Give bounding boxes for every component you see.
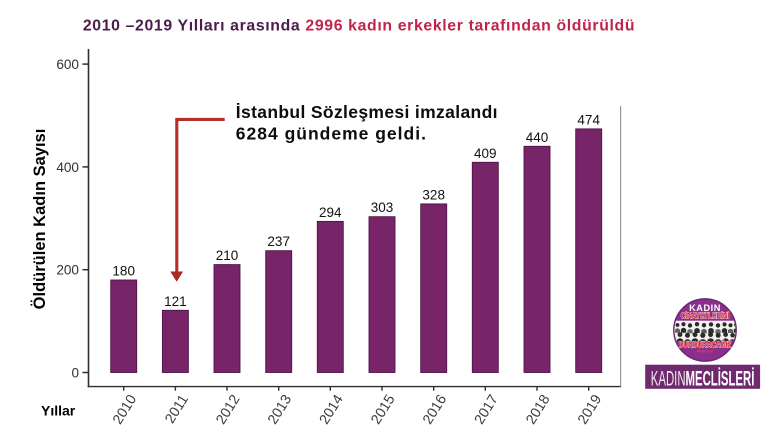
svg-text:200: 200 (56, 263, 79, 278)
svg-text:400: 400 (56, 160, 79, 175)
svg-text:0: 0 (71, 365, 79, 380)
svg-text:Öldürülen Kadın Sayısı: Öldürülen Kadın Sayısı (30, 129, 49, 310)
svg-text:180: 180 (112, 264, 135, 279)
svg-text:6284 gündeme geldi.: 6284 gündeme geldi. (236, 124, 427, 144)
svg-text:303: 303 (371, 200, 394, 215)
svg-text:KADIN: KADIN (689, 303, 721, 313)
svg-text:DURDURACAĞIZ: DURDURACAĞIZ (679, 340, 732, 350)
svg-text:KADINMECLİSLERİ: KADINMECLİSLERİ (651, 365, 755, 390)
svg-text:328: 328 (422, 187, 445, 202)
svg-text:210: 210 (216, 248, 239, 263)
svg-text:CİNAYETLERİNİ: CİNAYETLERİNİ (681, 311, 730, 321)
svg-text:121: 121 (164, 294, 187, 309)
svg-text:İstanbul Sözleşmesi imzalandı: İstanbul Sözleşmesi imzalandı (236, 102, 498, 122)
svg-text:600: 600 (56, 57, 79, 72)
svg-text:474: 474 (577, 112, 600, 127)
svg-text:409: 409 (474, 146, 497, 161)
svg-text:294: 294 (319, 205, 342, 220)
svg-text:Platformu: Platformu (697, 349, 713, 353)
svg-text:440: 440 (526, 130, 549, 145)
svg-text:237: 237 (267, 234, 290, 249)
svg-text:Yıllar: Yıllar (41, 403, 76, 419)
svg-text:2010 –2019 Yılları arasında 29: 2010 –2019 Yılları arasında 2996 kadın e… (83, 18, 635, 35)
